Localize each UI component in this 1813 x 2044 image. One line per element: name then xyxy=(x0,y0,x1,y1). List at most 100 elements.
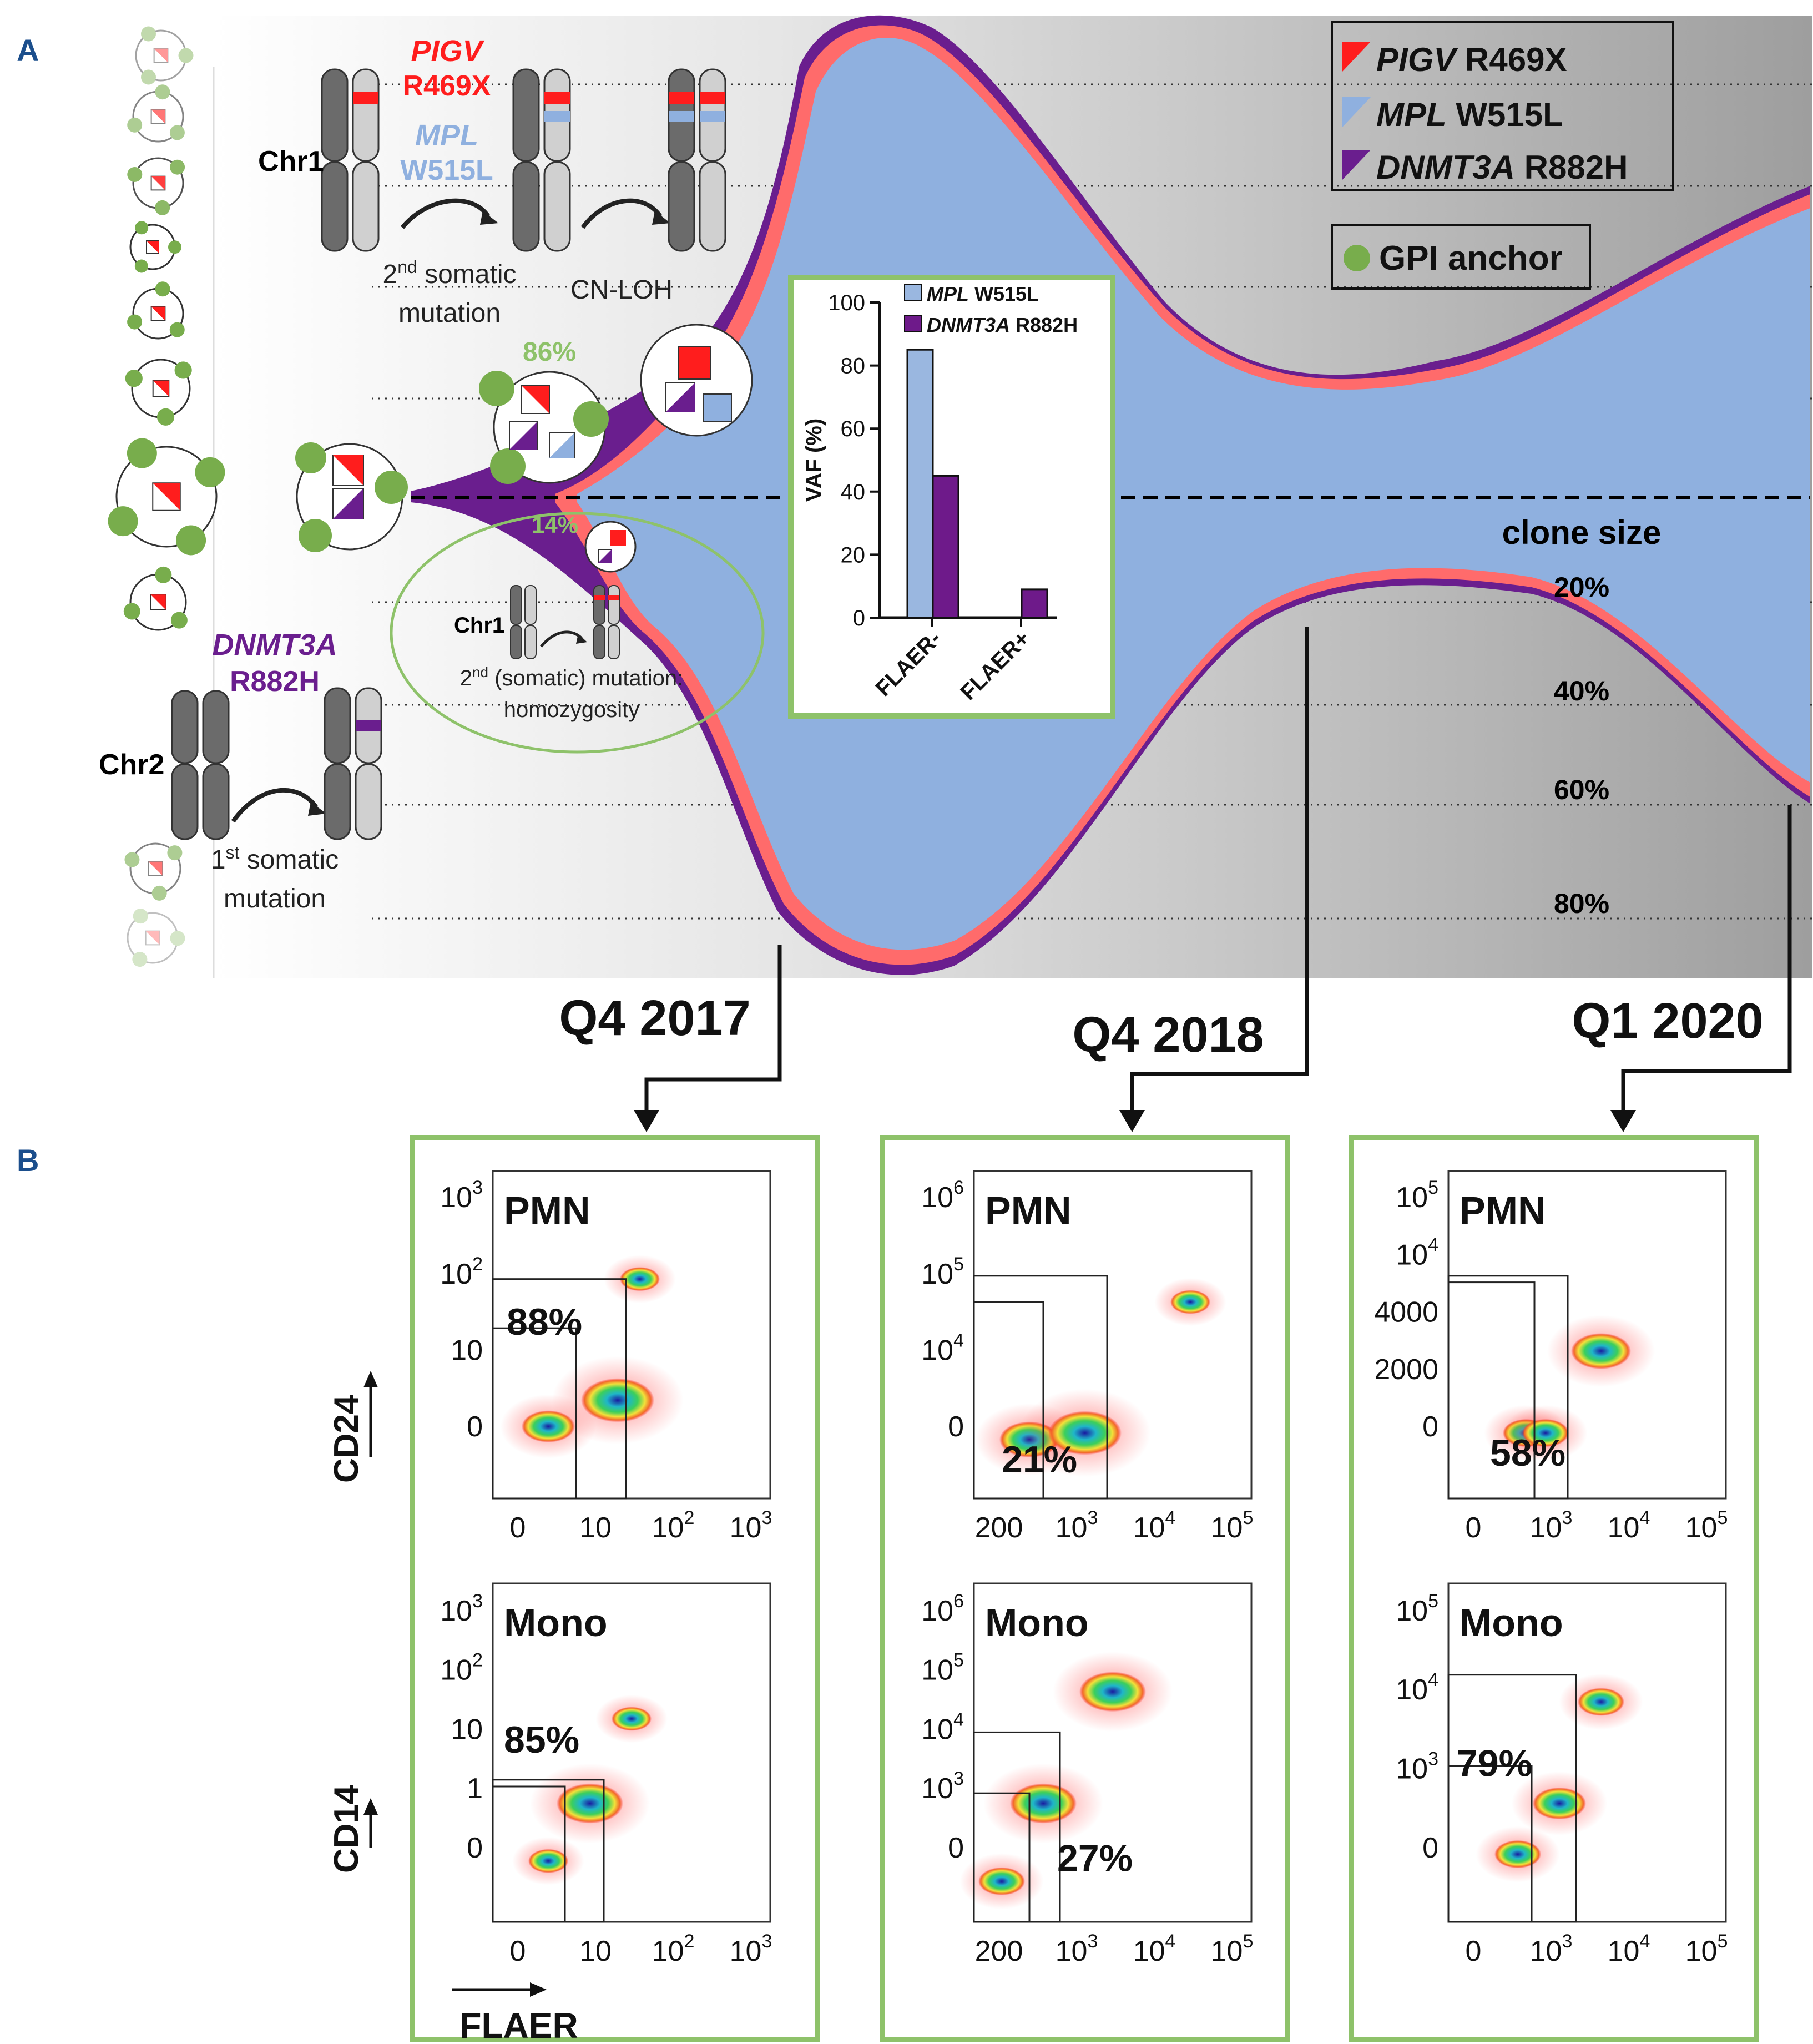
arrowhead-q1-2020-icon xyxy=(1610,1110,1636,1132)
first-mutation-label: 1st somatic xyxy=(211,842,339,875)
homozygosity-label-2: homozygosity xyxy=(504,698,640,722)
timepoint-q1-2020: Q1 2020 xyxy=(1572,993,1763,1049)
flow-x-tick-label: 104 xyxy=(1133,1507,1176,1544)
flow-y-tick-label: 105 xyxy=(921,1254,964,1290)
mpl-gene-label: MPL xyxy=(415,119,478,152)
flow-x-tick-label: 103 xyxy=(1056,1931,1098,1967)
flow-x-tick-label: 105 xyxy=(1685,1931,1728,1967)
arrowhead-q4-2018-icon xyxy=(1119,1110,1145,1132)
dnmt3a-legend-icon xyxy=(1342,150,1371,180)
panel-label-a: A xyxy=(17,33,39,68)
flow-x-tick-label: 103 xyxy=(730,1931,772,1967)
flow-y-tick-label: 104 xyxy=(921,1709,964,1745)
flow-gate-percentage: 85% xyxy=(504,1719,579,1761)
flow-event-cluster xyxy=(1010,1783,1077,1824)
flaer-axis-label: FLAER xyxy=(459,2006,578,2044)
connector-q4-2018 xyxy=(1130,627,1309,1118)
flow-y-tick-label: 0 xyxy=(1422,1411,1438,1443)
vaf-y-axis-label: VAF (%) xyxy=(802,418,826,502)
flow-x-tick-label: 10 xyxy=(579,1935,612,1967)
flow-x-tick-label: 104 xyxy=(1608,1507,1650,1544)
legend-mpl: MPL W515L xyxy=(1376,96,1563,133)
cd14-axis-label: CD14 xyxy=(327,1785,366,1873)
flow-x-tick-label: 0 xyxy=(510,1935,526,1967)
flow-y-tick-label: 106 xyxy=(921,1177,964,1214)
gpi-cell-icon xyxy=(125,359,192,426)
pigv-legend-icon xyxy=(1342,42,1371,72)
flaer-axis-arrowhead-icon xyxy=(530,1982,547,1997)
flow-event-cluster xyxy=(1578,1688,1624,1716)
flow-x-tick-label: 102 xyxy=(652,1931,695,1967)
flow-y-tick-label: 104 xyxy=(1396,1669,1438,1706)
flow-event-cluster xyxy=(557,1783,623,1824)
flow-y-tick-label: 105 xyxy=(1396,1591,1438,1627)
vaf-y-tick-label: 80 xyxy=(841,354,866,378)
founder-cell-icon xyxy=(295,442,408,552)
flow-event-cluster xyxy=(978,1867,1025,1895)
flow-event-cluster xyxy=(612,1707,652,1731)
flow-plot-title: PMN xyxy=(1460,1189,1546,1232)
flow-event-cluster xyxy=(1170,1290,1210,1314)
inner-chr1-icon xyxy=(510,585,620,659)
flow-x-tick-label: 104 xyxy=(1133,1931,1176,1967)
flow-x-tick-label: 103 xyxy=(730,1507,772,1544)
gpi-cell-icon xyxy=(127,157,185,215)
vaf-bar xyxy=(1021,588,1048,619)
flow-subgate xyxy=(1447,1281,1536,1500)
dnmt3a-variant-label: R882H xyxy=(230,665,320,698)
flow-subgate xyxy=(973,1301,1044,1500)
cell-column xyxy=(108,26,225,967)
clone-level-40: 40% xyxy=(1554,675,1609,706)
vaf-y-tick-label: 0 xyxy=(853,606,865,630)
flow-plot-1: PMN 88% 0 10 102 103 0 10 102 103 xyxy=(440,1170,772,1544)
mutation-legend xyxy=(1331,21,1674,191)
chr1-label: Chr1 xyxy=(258,145,324,178)
flow-y-tick-label: 103 xyxy=(440,1591,483,1627)
flow-y-tick-label: 0 xyxy=(1422,1832,1438,1864)
flow-x-tick-label: 103 xyxy=(1530,1931,1573,1967)
flow-y-tick-label: 104 xyxy=(1396,1234,1438,1271)
flow-y-tick-label: 1 xyxy=(467,1773,483,1805)
legend-dnmt3a: DNMT3A R882H xyxy=(1376,149,1628,186)
clone-level-80: 80% xyxy=(1554,888,1609,919)
flow-plot-4: Mono 85% 0 1 10 102 103 0 10 102 103 xyxy=(440,1582,772,1967)
mpl-clone-band xyxy=(577,37,1810,950)
timepoint-q4-2017: Q4 2017 xyxy=(559,991,750,1046)
flow-y-tick-label: 102 xyxy=(440,1650,483,1687)
timepoint-q4-2018: Q4 2018 xyxy=(1072,1007,1264,1063)
flow-x-tick-label: 104 xyxy=(1608,1931,1650,1967)
vaf-legend-swatch xyxy=(904,284,922,301)
connector-q1-2020 xyxy=(1621,805,1792,1118)
flow-plot-title: Mono xyxy=(985,1601,1089,1644)
flow-y-tick-label: 0 xyxy=(948,1411,964,1443)
flow-plot-3: PMN 58% 0 2000 4000 104 105 0 103 104 105 xyxy=(1374,1170,1728,1544)
gpi-cell-icon xyxy=(129,221,181,273)
flow-plot-title: PMN xyxy=(985,1189,1072,1232)
first-mutation-label-2: mutation xyxy=(224,884,326,914)
vaf-y-tick-label: 40 xyxy=(841,480,866,504)
flow-x-tick-label: 103 xyxy=(1056,1507,1098,1544)
flow-plot-6: Mono 79% 0 103 104 105 0 103 104 105 xyxy=(1396,1582,1728,1967)
flow-y-tick-label: 102 xyxy=(440,1254,483,1290)
chr2-normal-icon xyxy=(171,690,230,840)
legend-gpi: GPI anchor xyxy=(1379,239,1563,277)
flow-y-tick-label: 103 xyxy=(921,1768,964,1805)
flow-y-tick-label: 0 xyxy=(948,1832,964,1864)
clone-level-60: 60% xyxy=(1554,774,1609,805)
flow-y-tick-label: 103 xyxy=(1396,1748,1438,1785)
gpi-cell-icon xyxy=(135,26,194,85)
homozygosity-label: 2nd (somatic) mutation: xyxy=(460,664,683,690)
flow-y-tick-label: 10 xyxy=(451,1713,483,1745)
inner-chr1-label: Chr1 xyxy=(454,613,504,638)
flow-x-tick-label: 200 xyxy=(975,1935,1023,1967)
chr2-label: Chr2 xyxy=(99,749,164,781)
flow-plot-5: Mono 27% 0 103 104 105 106 200 103 104 105 xyxy=(921,1582,1253,1967)
arrow-2nd-mutation-icon xyxy=(400,198,491,229)
pct-14-label: 14% xyxy=(532,512,578,538)
flow-event-cluster xyxy=(1079,1672,1146,1712)
clone-14-cell-icon xyxy=(584,521,637,573)
arrow-1st-mutation-head-icon xyxy=(308,802,326,816)
second-mutation-label: 2nd somatic xyxy=(382,257,516,289)
gpi-cell-icon xyxy=(127,909,185,967)
flow-gate-percentage: 88% xyxy=(507,1301,582,1343)
